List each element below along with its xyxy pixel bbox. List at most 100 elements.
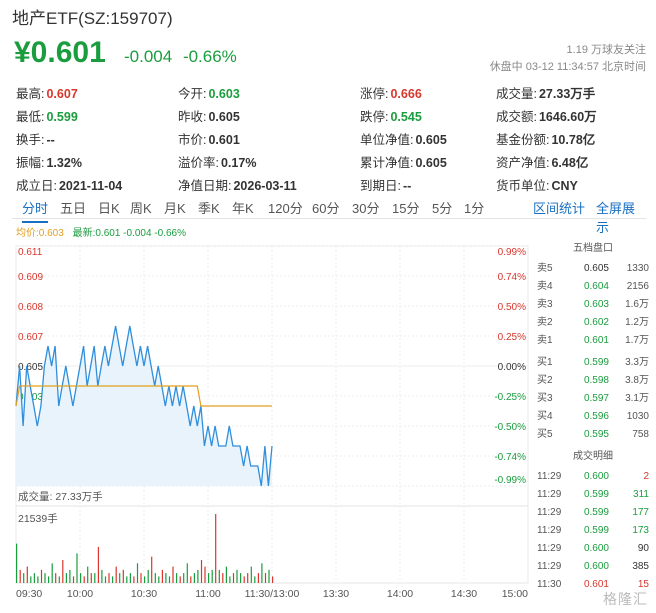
fullscreen-button[interactable]: 全屏展示 [596, 201, 636, 235]
tab-period[interactable]: 1分 [464, 201, 485, 216]
level-label: 买3 [537, 393, 553, 404]
volume-bar [204, 566, 206, 583]
stat-label: 成交额: [496, 110, 537, 124]
volume-bar [101, 569, 103, 583]
intraday-chart[interactable]: 0.611 0.99% 0.609 0.74% 0.608 0.50% 0.607 0.25%… [0, 236, 531, 608]
tab-period[interactable]: 五日 [60, 201, 87, 216]
volume-bar [232, 573, 235, 583]
volume-bar [44, 573, 46, 583]
stat-cell: 振幅: 1.32% [16, 152, 82, 171]
stat-label: 振幅: [16, 156, 45, 170]
volume-bar [165, 573, 167, 583]
ask-level: 卖4 0.604 2156 [531, 278, 655, 296]
tab-period[interactable]: 季K [198, 201, 220, 216]
bid-level: 买3 0.597 3.1万 [531, 390, 655, 408]
change-amount: -0.004 [124, 47, 173, 66]
time-tick-label: 14:30 [451, 588, 477, 600]
trade-time: 11:29 [537, 471, 562, 482]
volume-bar [144, 576, 146, 583]
trade-price: 0.601 [583, 579, 609, 590]
volume-bar [19, 569, 21, 583]
follower-count[interactable]: 1.19 万球友关注 [566, 44, 646, 56]
level-price: 0.598 [583, 375, 609, 386]
price-tick-label: 0.609 [18, 272, 43, 283]
stat-value: 1.32% [46, 156, 82, 170]
time-tick-label: 15:00 [502, 588, 528, 600]
stat-value: 27.33万手 [538, 87, 596, 101]
tab-period[interactable]: 15分 [392, 201, 420, 216]
tab-period[interactable]: 月K [164, 201, 186, 216]
tab-period[interactable]: 日K [98, 201, 120, 216]
stat-label: 最高: [16, 87, 45, 101]
trade-row: 11:29 0.599 173 [531, 522, 655, 540]
volume-bar [94, 573, 96, 583]
level-label: 卖1 [537, 335, 553, 346]
stat-cell: 昨收: 0.605 [178, 106, 240, 125]
volume-bar [58, 576, 60, 583]
stat-value: 0.599 [46, 110, 78, 124]
stat-label: 成交量: [496, 87, 537, 101]
range-stats-button[interactable]: 区间统计 [533, 201, 586, 216]
volume-bar [254, 576, 256, 583]
volume-bar [108, 573, 110, 583]
tab-period[interactable]: 120分 [268, 201, 303, 216]
volume-max-label: 21539手 [18, 512, 58, 525]
time-tick-label: 10:30 [131, 588, 157, 600]
tab-period[interactable]: 分时 [22, 198, 49, 223]
stat-label: 涨停: [360, 87, 389, 101]
stat-value: 0.601 [208, 133, 240, 147]
time-tick-label: 13:30 [323, 588, 349, 600]
tab-period[interactable]: 周K [130, 201, 152, 216]
ask-level: 卖2 0.602 1.2万 [531, 314, 655, 332]
tab-period[interactable]: 年K [232, 201, 254, 216]
volume-bar [172, 566, 174, 583]
stats-row: 成立日: 2021-11-04 净值日期: 2026-03-11 到期日: -- 货币单位:… [16, 172, 646, 195]
tab-period[interactable]: 5分 [432, 201, 453, 216]
volume-bar [193, 573, 195, 583]
tab-period[interactable]: 60分 [312, 201, 340, 216]
level-volume: 3.8万 [625, 375, 649, 386]
level-price: 0.602 [583, 317, 609, 328]
level-volume: 3.3万 [625, 357, 649, 368]
bid-level: 买4 0.596 1030 [531, 408, 655, 426]
stat-label: 基金份额: [496, 133, 550, 147]
stat-label: 单位净值: [360, 133, 414, 147]
level-price: 0.599 [583, 357, 609, 368]
trade-time: 11:29 [537, 507, 562, 518]
chart-legend: 均价:0.603 最新:0.601 -0.004 -0.66% [16, 224, 186, 239]
volume-bar [136, 563, 139, 583]
ask-level: 卖1 0.601 1.7万 [531, 332, 655, 350]
stat-value: -- [46, 133, 55, 147]
price-change: -0.004 -0.66% [124, 47, 243, 67]
trade-row: 11:29 0.599 311 [531, 486, 655, 504]
level-label: 卖2 [537, 317, 553, 328]
avg-price-line [15, 385, 272, 407]
volume-bar [268, 569, 270, 583]
stat-cell: 到期日: -- [360, 175, 411, 194]
volume-bar [140, 573, 142, 583]
trade-row: 11:30 0.601 15 [531, 576, 655, 594]
stat-value: 0.607 [46, 87, 78, 101]
volume-bar [87, 566, 89, 583]
volume-bar [236, 569, 238, 583]
pct-tick-label: 0.00% [498, 362, 526, 373]
stat-label: 资产净值: [496, 156, 550, 170]
order-book: 五档盘口 卖5 0.605 1330 卖4 0.604 2156 卖3 0.603 1.6万 卖2… [531, 240, 655, 594]
level-volume: 1.6万 [625, 299, 649, 310]
volume-bar [119, 573, 121, 583]
stat-label: 到期日: [360, 179, 401, 193]
volume-bar [40, 569, 43, 583]
time-tick-label: 14:00 [387, 588, 413, 600]
security-title: 地产ETF(SZ:159707) [12, 9, 173, 28]
pct-tick-label: -0.99% [494, 475, 526, 486]
level-price: 0.597 [583, 393, 609, 404]
volume-bar [23, 573, 25, 583]
level-label: 买4 [537, 411, 553, 422]
stat-label: 今开: [178, 87, 207, 101]
level-price: 0.601 [583, 335, 609, 346]
tab-period[interactable]: 30分 [352, 201, 380, 216]
price-tick-label: 0.605 [18, 362, 43, 373]
volume-bar [37, 576, 39, 583]
stat-value: 2021-11-04 [58, 179, 123, 193]
trade-row: 11:29 0.600 90 [531, 540, 655, 558]
